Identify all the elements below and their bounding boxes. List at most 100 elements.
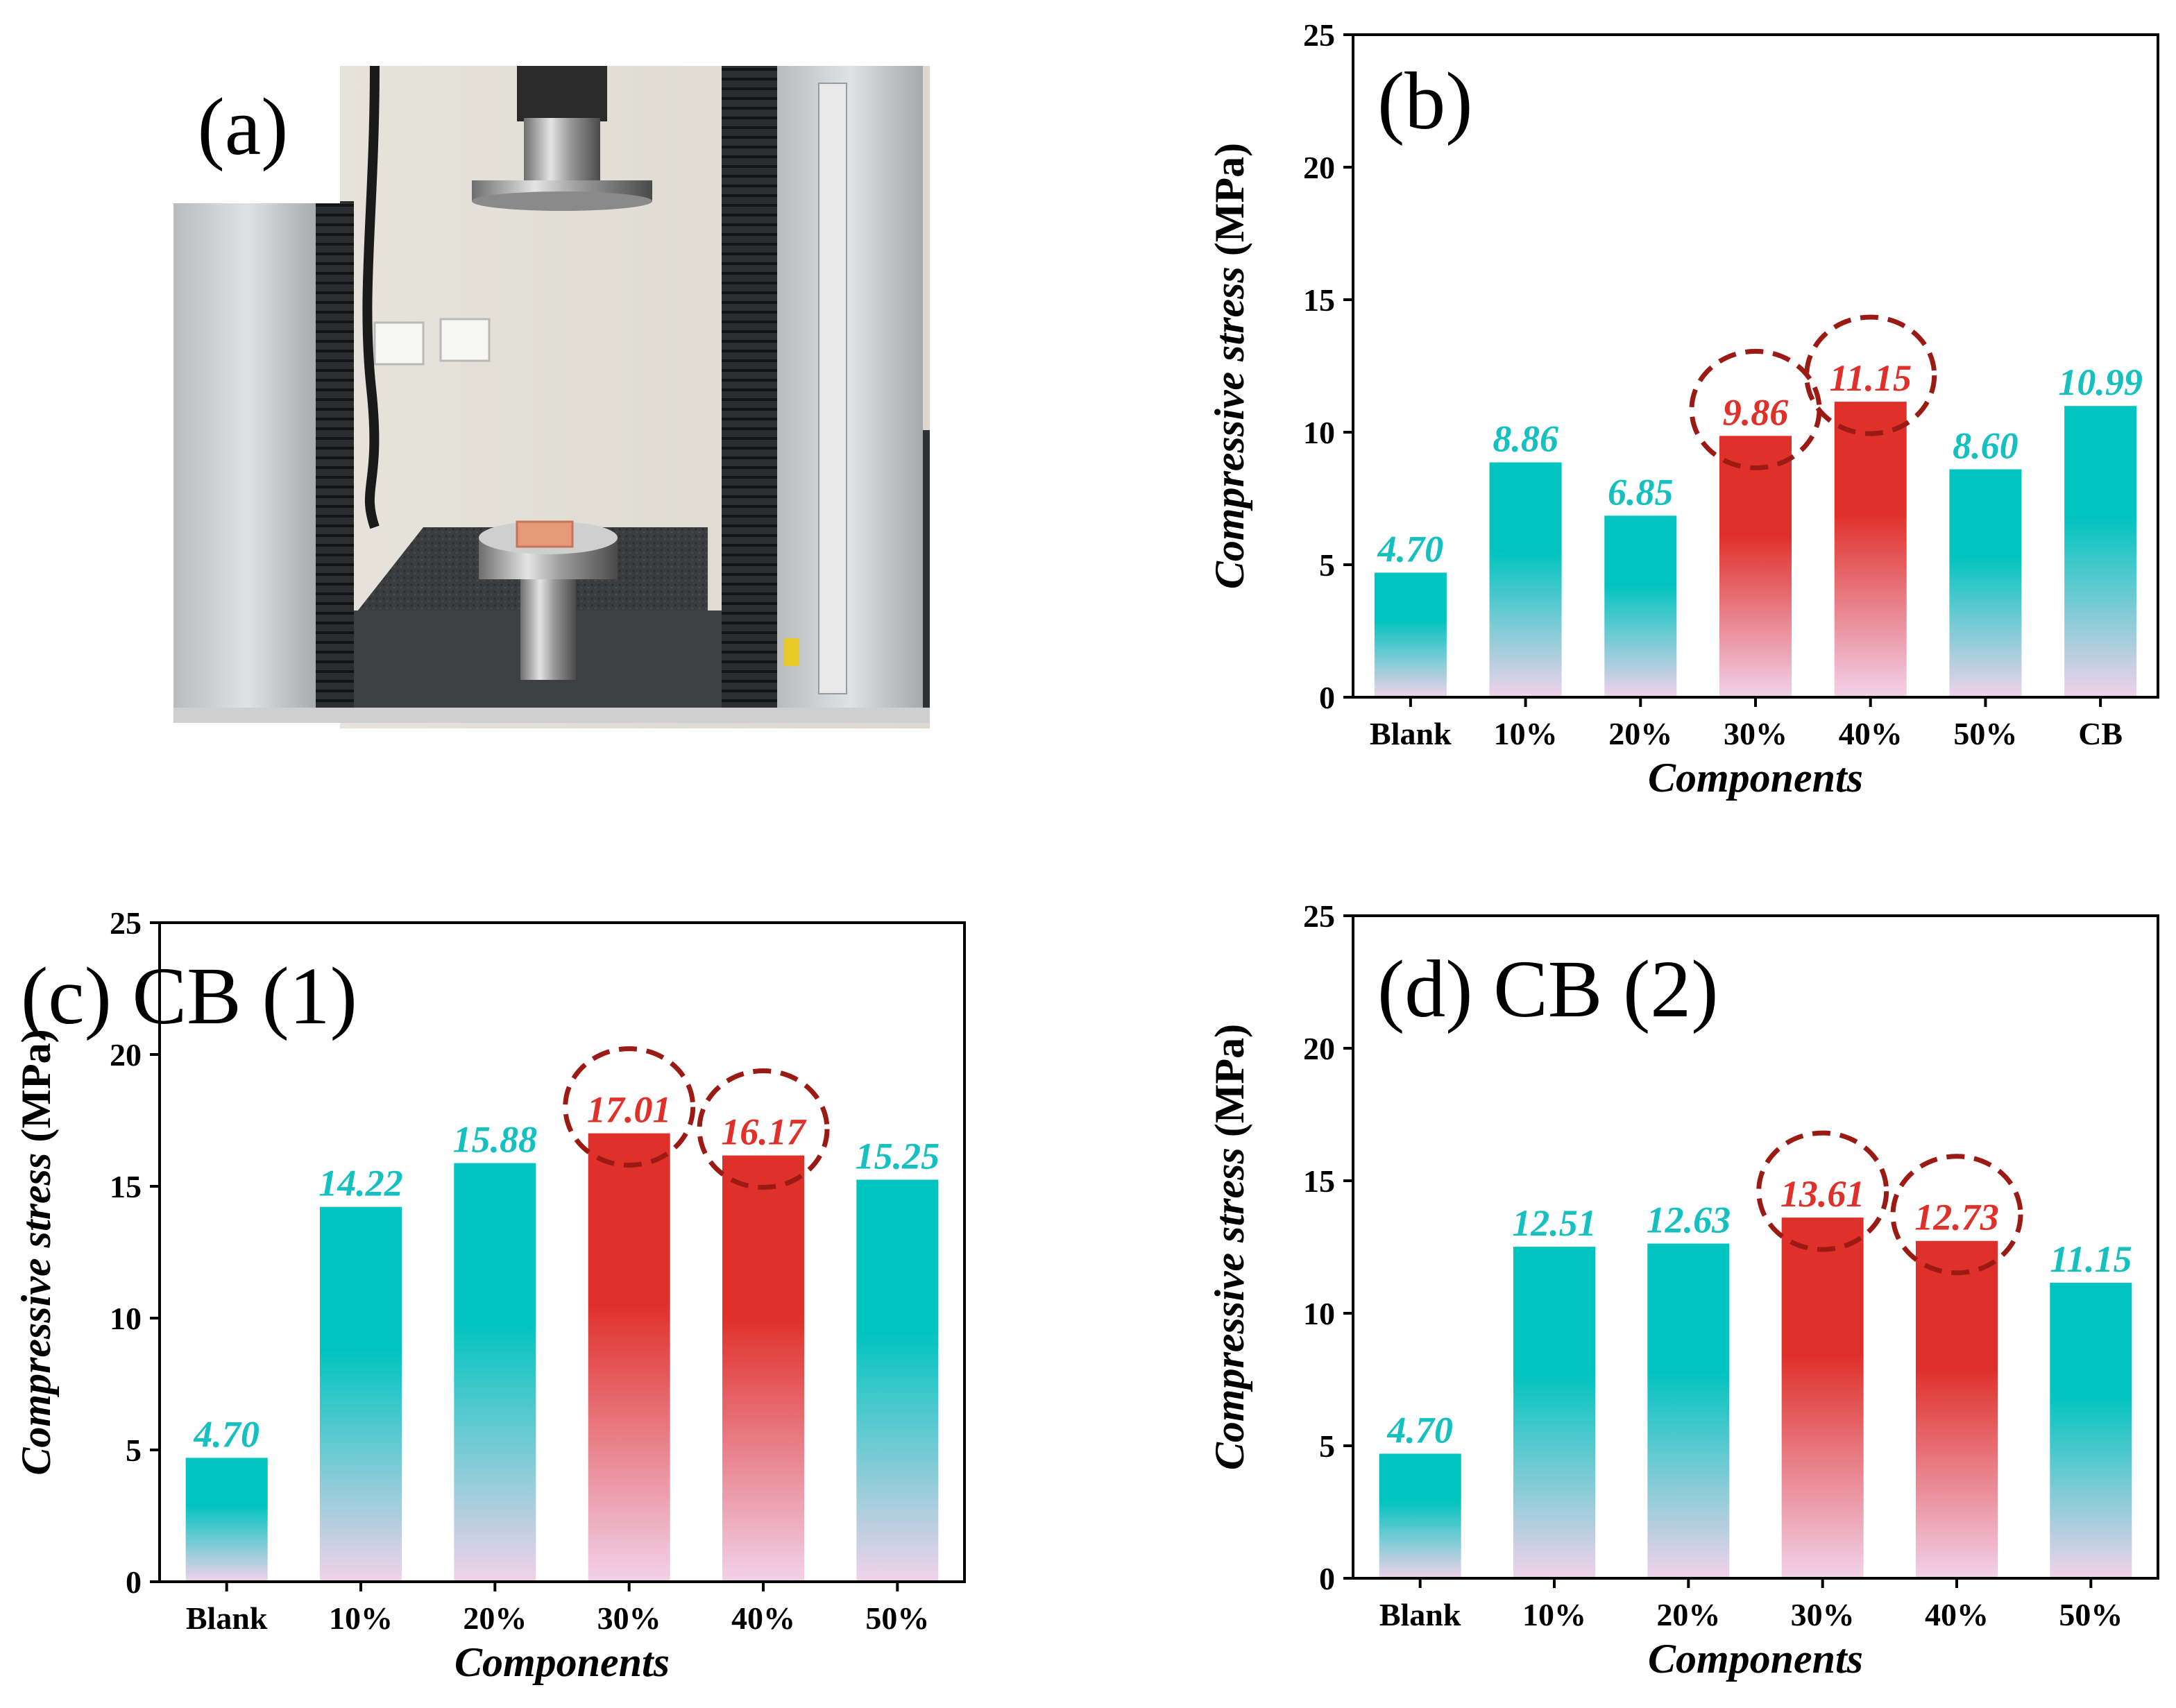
value-label-d-2: 12.63: [1647, 1199, 1731, 1241]
ytick-label-b-2: 10: [1303, 415, 1335, 450]
y-axis-title-main-c: Compressive stress: [13, 1143, 59, 1476]
value-label-b-6: 10.99: [2058, 361, 2143, 403]
base-edge: [173, 708, 930, 723]
value-label-c-2: 15.88: [453, 1119, 538, 1161]
value-label-c-0: 4.70: [193, 1413, 260, 1455]
ytick-label-b-0: 0: [1319, 680, 1335, 715]
ytick-label-c-1: 5: [126, 1433, 142, 1468]
value-label-b-0: 4.70: [1377, 528, 1444, 570]
value-label-c-1: 14.22: [318, 1163, 403, 1204]
left-column: [173, 201, 319, 708]
category-label-c-2: 20%: [463, 1600, 527, 1636]
value-label-c-4: 16.17: [721, 1111, 807, 1153]
value-label-d-4: 12.73: [1914, 1197, 1999, 1238]
category-label-b-2: 20%: [1608, 716, 1672, 751]
bar-b-6: [2064, 406, 2137, 697]
bar-d-2: [1647, 1243, 1730, 1578]
cable: [362, 65, 380, 529]
ytick-label-d-0: 0: [1319, 1561, 1335, 1596]
lower-shaft: [520, 576, 576, 680]
highlight-circle-b-4: [1804, 314, 1937, 436]
category-label-b-5: 50%: [1953, 716, 2017, 751]
value-label-d-1: 12.51: [1512, 1202, 1597, 1244]
y-axis-title-c: Compressive stress (MPa): [13, 1029, 59, 1475]
highlight-circle-c-4: [697, 1068, 830, 1190]
bar-b-2: [1604, 515, 1677, 697]
ytick-label-d-3: 15: [1303, 1163, 1335, 1199]
upper-shaft: [524, 118, 600, 184]
highlight-circle-d-3: [1756, 1130, 1889, 1252]
y-axis-title-b: Compressive stress (MPa): [1207, 143, 1252, 589]
ytick-label-c-3: 15: [110, 1169, 142, 1204]
category-label-c-5: 50%: [865, 1600, 929, 1636]
ytick-label-b-4: 20: [1303, 150, 1335, 185]
y-axis-title-d: Compressive stress (MPa): [1207, 1024, 1252, 1470]
panel-title-b: (b): [1377, 55, 1473, 146]
bar-d-3: [1781, 1218, 1864, 1578]
panel-title-c: (c) CB (1): [21, 950, 357, 1041]
category-label-c-0: Blank: [186, 1600, 268, 1636]
bar-d-1: [1513, 1247, 1595, 1578]
y-axis-title-unit-b: (MPa): [1207, 143, 1252, 256]
chart-c: 0 5 10 15 20 25 Blank 10% 20% 30% 40% 50% 4.70 14.22 1…: [13, 905, 966, 1685]
value-label-d-5: 11.15: [2050, 1238, 2132, 1280]
right-column: [777, 66, 923, 708]
category-label-d-2: 20%: [1656, 1597, 1720, 1632]
ytick-label-c-0: 0: [126, 1564, 142, 1600]
ruler-scale: [818, 83, 847, 694]
y-axis-title-main-b: Compressive stress: [1207, 256, 1252, 589]
value-label-d-3: 13.61: [1780, 1173, 1865, 1215]
category-label-c-1: 10%: [329, 1600, 393, 1636]
specimen: [516, 520, 574, 548]
ytick-label-d-4: 20: [1303, 1031, 1335, 1066]
category-label-b-1: 10%: [1494, 716, 1558, 751]
category-label-d-5: 50%: [2059, 1597, 2123, 1632]
ytick-label-c-4: 20: [110, 1037, 142, 1073]
panel-a-photo: (a): [173, 65, 930, 730]
value-label-c-3: 17.01: [587, 1089, 672, 1131]
category-label-b-3: 30%: [1724, 716, 1787, 751]
plot-frame-c: [158, 921, 966, 1583]
value-label-b-2: 6.85: [1608, 471, 1674, 513]
x-axis-title-b: Components: [1648, 755, 1863, 801]
category-label-d-0: Blank: [1379, 1597, 1461, 1632]
plot-frame-d: [1352, 914, 2159, 1580]
category-label-b-6: CB: [2078, 716, 2123, 751]
panel-title-d: (d) CB (2): [1377, 943, 1719, 1034]
ytick-label-c-2: 10: [110, 1301, 142, 1336]
category-label-b-0: Blank: [1370, 716, 1452, 751]
chart-b: 0 5 10 15 20 25 Blank 10% 20% 30% 40% 50% CB 4.70 8.86…: [1207, 17, 2159, 801]
y-axis-title-unit-d: (MPa): [1207, 1024, 1252, 1137]
bar-d-4: [1916, 1240, 1998, 1578]
category-label-d-3: 30%: [1791, 1597, 1855, 1632]
category-label-d-4: 40%: [1925, 1597, 1989, 1632]
bar-b-4: [1834, 402, 1907, 697]
label-box: [173, 66, 340, 203]
bar-c-0: [185, 1458, 268, 1582]
highlight-circle-c-3: [563, 1046, 696, 1168]
ytick-label-c-5: 25: [110, 905, 142, 941]
value-label-b-1: 8.86: [1493, 418, 1558, 460]
y-axis-title-main-d: Compressive stress: [1207, 1137, 1252, 1470]
category-label-d-1: 10%: [1522, 1597, 1586, 1632]
panel-a-label: (a): [198, 81, 289, 172]
ytick-label-b-5: 25: [1303, 17, 1335, 53]
load-cell: [517, 66, 607, 121]
bar-c-4: [722, 1155, 804, 1582]
value-label-b-5: 8.60: [1953, 425, 2018, 466]
category-label-c-4: 40%: [731, 1600, 795, 1636]
bar-c-5: [856, 1179, 939, 1582]
ytick-label-d-2: 10: [1303, 1296, 1335, 1331]
chart-d: 0 5 10 15 20 25 Blank 10% 20% 30% 40% 50% 4.70 12.51 1…: [1207, 898, 2159, 1682]
bar-b-1: [1489, 462, 1562, 697]
bar-d-5: [2050, 1283, 2132, 1578]
bar-c-3: [588, 1133, 670, 1582]
ytick-label-d-1: 5: [1319, 1428, 1335, 1464]
ytick-label-b-3: 15: [1303, 282, 1335, 318]
bar-b-3: [1719, 436, 1792, 697]
category-label-b-4: 40%: [1839, 716, 1903, 751]
bar-c-2: [454, 1163, 536, 1582]
bar-b-5: [1949, 469, 2022, 697]
ytick-label-d-5: 25: [1303, 898, 1335, 934]
highlight-circle-d-4: [1890, 1154, 2023, 1276]
